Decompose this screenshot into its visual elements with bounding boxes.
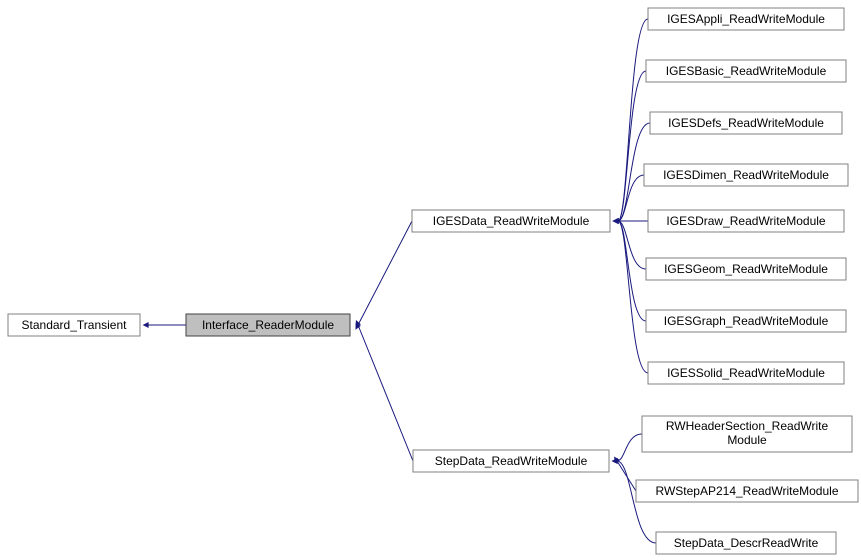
- inheritance-edge: [617, 434, 642, 461]
- class-node-igesdefs[interactable]: IGESDefs_ReadWriteModule: [650, 112, 842, 134]
- class-node-label: RWStepAP214_ReadWriteModule: [656, 484, 839, 498]
- class-node-igessolid[interactable]: IGESSolid_ReadWriteModule: [648, 362, 844, 384]
- class-node-igesbasic[interactable]: IGESBasic_ReadWriteModule: [646, 60, 846, 82]
- class-node-igesappli[interactable]: IGESAppli_ReadWriteModule: [648, 8, 844, 30]
- class-node-igesdraw[interactable]: IGESDraw_ReadWriteModule: [648, 210, 844, 232]
- class-node-label: IGESDimen_ReadWriteModule: [663, 168, 829, 182]
- class-node-label: IGESAppli_ReadWriteModule: [667, 12, 825, 26]
- class-node-interface_readermodule[interactable]: Interface_ReaderModule: [186, 314, 350, 336]
- inheritance-edge: [618, 19, 648, 221]
- class-node-label: Interface_ReaderModule: [202, 318, 334, 332]
- class-node-label: IGESGeom_ReadWriteModule: [664, 262, 828, 276]
- class-node-rwheader[interactable]: RWHeaderSection_ReadWriteModule: [642, 416, 852, 452]
- inheritance-diagram: Standard_Transient Interface_ReaderModule…: [0, 0, 861, 560]
- class-node-label: RWHeaderSection_ReadWrite: [666, 419, 829, 433]
- inheritance-edge: [618, 221, 646, 321]
- inheritance-edge: [358, 325, 413, 461]
- class-node-label: IGESDefs_ReadWriteModule: [668, 116, 824, 130]
- class-node-igesgeom[interactable]: IGESGeom_ReadWriteModule: [646, 258, 846, 280]
- inheritance-edge: [358, 221, 412, 325]
- class-node-label: IGESGraph_ReadWriteModule: [664, 314, 829, 328]
- class-node-igesdata_readwritemodule[interactable]: IGESData_ReadWriteModule: [412, 210, 610, 232]
- class-node-standard_transient[interactable]: Standard_Transient: [8, 314, 140, 336]
- class-node-stepdata_readwritemodule[interactable]: StepData_ReadWriteModule: [413, 450, 609, 472]
- class-node-label: StepData_ReadWriteModule: [435, 454, 588, 468]
- class-node-label: StepData_DescrReadWrite: [674, 536, 819, 550]
- class-node-label: IGESSolid_ReadWriteModule: [667, 366, 825, 380]
- class-node-label: Module: [727, 433, 767, 447]
- nodes-layer: Standard_Transient Interface_ReaderModule…: [8, 8, 858, 554]
- class-node-igesgraph[interactable]: IGESGraph_ReadWriteModule: [646, 310, 846, 332]
- class-node-rwstepap214[interactable]: RWStepAP214_ReadWriteModule: [636, 480, 858, 502]
- class-node-igesdimen[interactable]: IGESDimen_ReadWriteModule: [644, 164, 848, 186]
- class-node-label: IGESDraw_ReadWriteModule: [666, 214, 826, 228]
- class-node-label: IGESBasic_ReadWriteModule: [666, 64, 827, 78]
- class-node-stepdescr[interactable]: StepData_DescrReadWrite: [656, 532, 836, 554]
- class-node-label: Standard_Transient: [22, 318, 128, 332]
- class-node-label: IGESData_ReadWriteModule: [433, 214, 590, 228]
